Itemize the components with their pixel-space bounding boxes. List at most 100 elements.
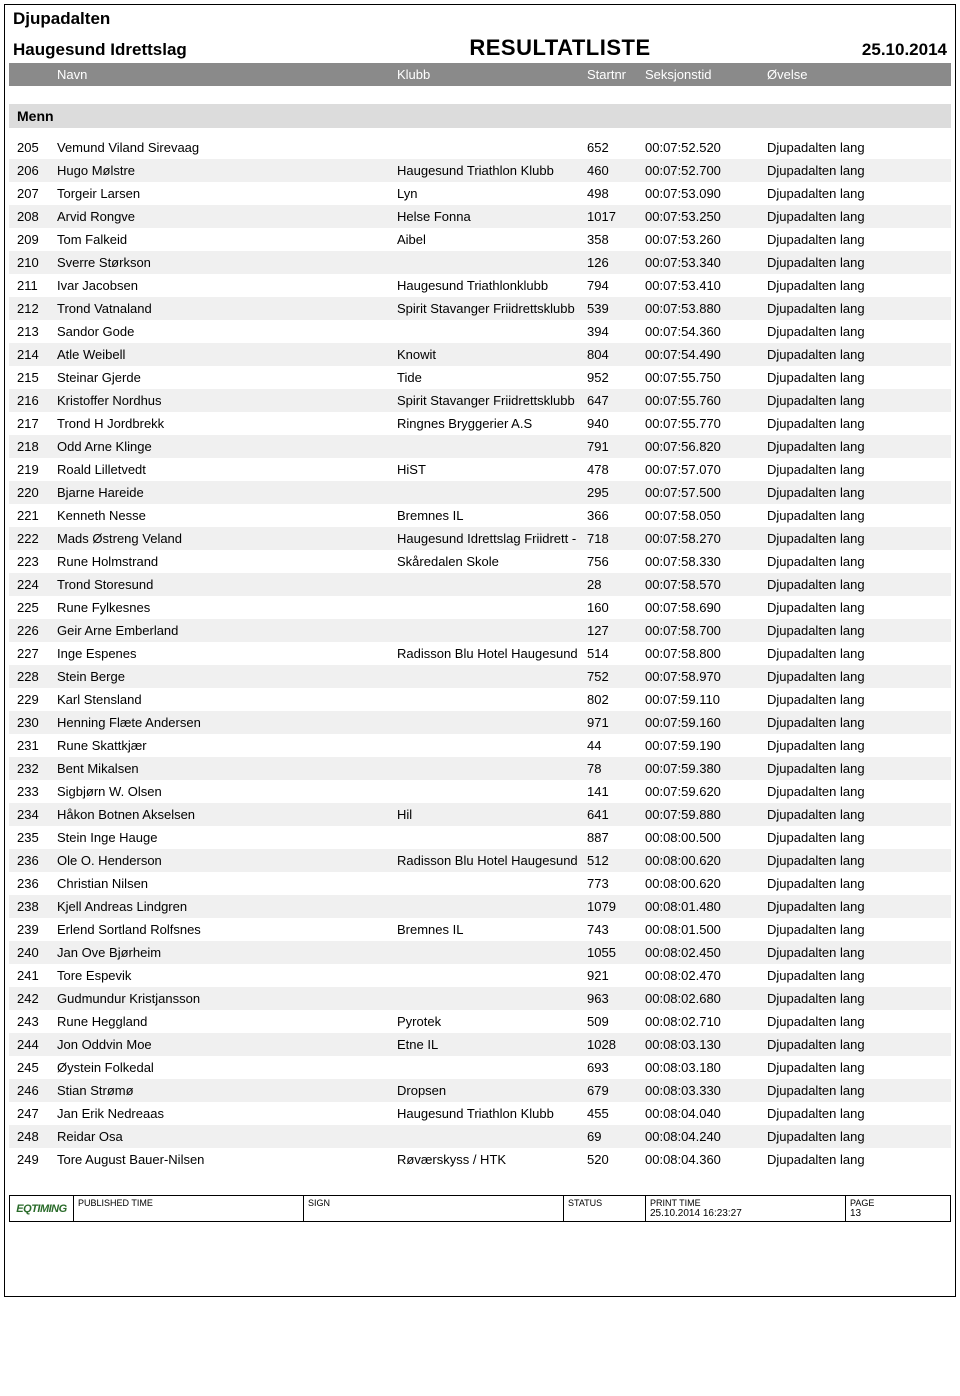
cell-event: Djupadalten lang bbox=[767, 715, 951, 730]
cell-club bbox=[397, 324, 587, 339]
cell-time: 00:07:57.070 bbox=[645, 462, 767, 477]
cell-time: 00:07:53.090 bbox=[645, 186, 767, 201]
cell-time: 00:07:59.190 bbox=[645, 738, 767, 753]
footer-sign-label: SIGN bbox=[308, 1198, 559, 1208]
cell-place: 226 bbox=[9, 623, 57, 638]
cell-name: Sverre Størkson bbox=[57, 255, 397, 270]
cell-time: 00:07:58.050 bbox=[645, 508, 767, 523]
table-row: 215Steinar GjerdeTide95200:07:55.750Djup… bbox=[9, 366, 951, 389]
cell-name: Rune Heggland bbox=[57, 1014, 397, 1029]
table-row: 238Kjell Andreas Lindgren107900:08:01.48… bbox=[9, 895, 951, 918]
cell-start: 358 bbox=[587, 232, 645, 247]
cell-club: Radisson Blu Hotel Haugesund bbox=[397, 646, 587, 661]
cell-place: 236 bbox=[9, 876, 57, 891]
cell-start: 141 bbox=[587, 784, 645, 799]
cell-name: Odd Arne Klinge bbox=[57, 439, 397, 454]
cell-place: 213 bbox=[9, 324, 57, 339]
cell-name: Hugo Mølstre bbox=[57, 163, 397, 178]
cell-time: 00:08:00.620 bbox=[645, 853, 767, 868]
cell-time: 00:07:52.520 bbox=[645, 140, 767, 155]
cell-club: Knowit bbox=[397, 347, 587, 362]
cell-event: Djupadalten lang bbox=[767, 1152, 951, 1167]
cell-name: Trond H Jordbrekk bbox=[57, 416, 397, 431]
cell-place: 222 bbox=[9, 531, 57, 546]
cell-name: Tore August Bauer-Nilsen bbox=[57, 1152, 397, 1167]
cell-start: 509 bbox=[587, 1014, 645, 1029]
table-row: 231Rune Skattkjær4400:07:59.190Djupadalt… bbox=[9, 734, 951, 757]
cell-club: Helse Fonna bbox=[397, 209, 587, 224]
report-title: RESULTATLISTE bbox=[373, 35, 747, 61]
cell-name: Roald Lilletvedt bbox=[57, 462, 397, 477]
cell-event: Djupadalten lang bbox=[767, 1129, 951, 1144]
header-subrow: Haugesund Idrettslag RESULTATLISTE 25.10… bbox=[13, 35, 947, 61]
cell-place: 232 bbox=[9, 761, 57, 776]
cell-club bbox=[397, 600, 587, 615]
cell-start: 804 bbox=[587, 347, 645, 362]
cell-club bbox=[397, 439, 587, 454]
table-row: 233Sigbjørn W. Olsen14100:07:59.620Djupa… bbox=[9, 780, 951, 803]
cell-club: Bremnes IL bbox=[397, 922, 587, 937]
cell-event: Djupadalten lang bbox=[767, 393, 951, 408]
cell-start: 514 bbox=[587, 646, 645, 661]
cell-time: 00:08:02.710 bbox=[645, 1014, 767, 1029]
cell-place: 227 bbox=[9, 646, 57, 661]
cell-time: 00:08:02.470 bbox=[645, 968, 767, 983]
cell-time: 00:08:04.040 bbox=[645, 1106, 767, 1121]
cell-start: 971 bbox=[587, 715, 645, 730]
table-row: 213Sandor Gode39400:07:54.360Djupadalten… bbox=[9, 320, 951, 343]
cell-time: 00:07:59.160 bbox=[645, 715, 767, 730]
cell-place: 245 bbox=[9, 1060, 57, 1075]
cell-start: 455 bbox=[587, 1106, 645, 1121]
cell-time: 00:07:58.800 bbox=[645, 646, 767, 661]
cell-name: Bent Mikalsen bbox=[57, 761, 397, 776]
table-row: 211Ivar JacobsenHaugesund Triathlonklubb… bbox=[9, 274, 951, 297]
table-row: 249Tore August Bauer-NilsenRøværskyss / … bbox=[9, 1148, 951, 1171]
cell-name: Trond Vatnaland bbox=[57, 301, 397, 316]
cell-name: Stein Inge Hauge bbox=[57, 830, 397, 845]
cell-name: Ole O. Henderson bbox=[57, 853, 397, 868]
cell-name: Bjarne Hareide bbox=[57, 485, 397, 500]
cell-start: 773 bbox=[587, 876, 645, 891]
cell-start: 512 bbox=[587, 853, 645, 868]
cell-start: 940 bbox=[587, 416, 645, 431]
column-header-bar: Navn Klubb Startnr Seksjonstid Øvelse bbox=[9, 63, 951, 86]
cell-place: 221 bbox=[9, 508, 57, 523]
cell-event: Djupadalten lang bbox=[767, 600, 951, 615]
cell-club: Spirit Stavanger Friidrettsklubb bbox=[397, 393, 587, 408]
cell-start: 952 bbox=[587, 370, 645, 385]
footer-published: PUBLISHED TIME bbox=[74, 1196, 304, 1221]
cell-time: 00:07:55.760 bbox=[645, 393, 767, 408]
cell-club bbox=[397, 761, 587, 776]
cell-time: 00:08:04.240 bbox=[645, 1129, 767, 1144]
cell-place: 234 bbox=[9, 807, 57, 822]
table-row: 232Bent Mikalsen7800:07:59.380Djupadalte… bbox=[9, 757, 951, 780]
cell-time: 00:07:55.770 bbox=[645, 416, 767, 431]
cell-club: Skåredalen Skole bbox=[397, 554, 587, 569]
cell-place: 225 bbox=[9, 600, 57, 615]
cell-start: 887 bbox=[587, 830, 645, 845]
cell-time: 00:07:56.820 bbox=[645, 439, 767, 454]
cell-name: Tore Espevik bbox=[57, 968, 397, 983]
cell-start: 679 bbox=[587, 1083, 645, 1098]
cell-start: 44 bbox=[587, 738, 645, 753]
cell-place: 240 bbox=[9, 945, 57, 960]
cell-place: 236 bbox=[9, 853, 57, 868]
cell-time: 00:07:58.570 bbox=[645, 577, 767, 592]
cell-time: 00:07:53.250 bbox=[645, 209, 767, 224]
cell-time: 00:07:58.270 bbox=[645, 531, 767, 546]
cell-club bbox=[397, 738, 587, 753]
footer-published-label: PUBLISHED TIME bbox=[78, 1198, 299, 1208]
cell-place: 216 bbox=[9, 393, 57, 408]
bottom-spacer bbox=[5, 1226, 955, 1296]
group-header: Menn bbox=[9, 104, 951, 128]
cell-name: Reidar Osa bbox=[57, 1129, 397, 1144]
cell-start: 126 bbox=[587, 255, 645, 270]
table-row: 245Øystein Folkedal69300:08:03.180Djupad… bbox=[9, 1056, 951, 1079]
cell-club: Røværskyss / HTK bbox=[397, 1152, 587, 1167]
cell-club: Etne IL bbox=[397, 1037, 587, 1052]
cell-place: 230 bbox=[9, 715, 57, 730]
cell-event: Djupadalten lang bbox=[767, 922, 951, 937]
cell-start: 127 bbox=[587, 623, 645, 638]
cell-event: Djupadalten lang bbox=[767, 669, 951, 684]
cell-club: Haugesund Triathlon Klubb bbox=[397, 163, 587, 178]
